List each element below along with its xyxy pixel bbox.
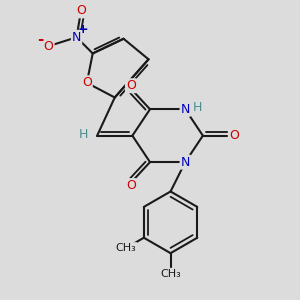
Text: N: N	[181, 103, 190, 116]
Text: N: N	[72, 31, 81, 44]
Text: CH₃: CH₃	[160, 269, 181, 279]
Text: CH₃: CH₃	[116, 243, 136, 253]
Text: +: +	[78, 23, 88, 36]
Text: O: O	[126, 179, 136, 192]
Text: O: O	[44, 40, 54, 52]
Text: H: H	[192, 101, 202, 114]
Text: N: N	[181, 156, 190, 169]
Text: O: O	[76, 4, 86, 17]
Text: O: O	[82, 76, 92, 89]
Text: H: H	[79, 128, 88, 141]
Text: O: O	[229, 129, 238, 142]
Text: -: -	[37, 32, 44, 47]
Text: O: O	[126, 79, 136, 92]
